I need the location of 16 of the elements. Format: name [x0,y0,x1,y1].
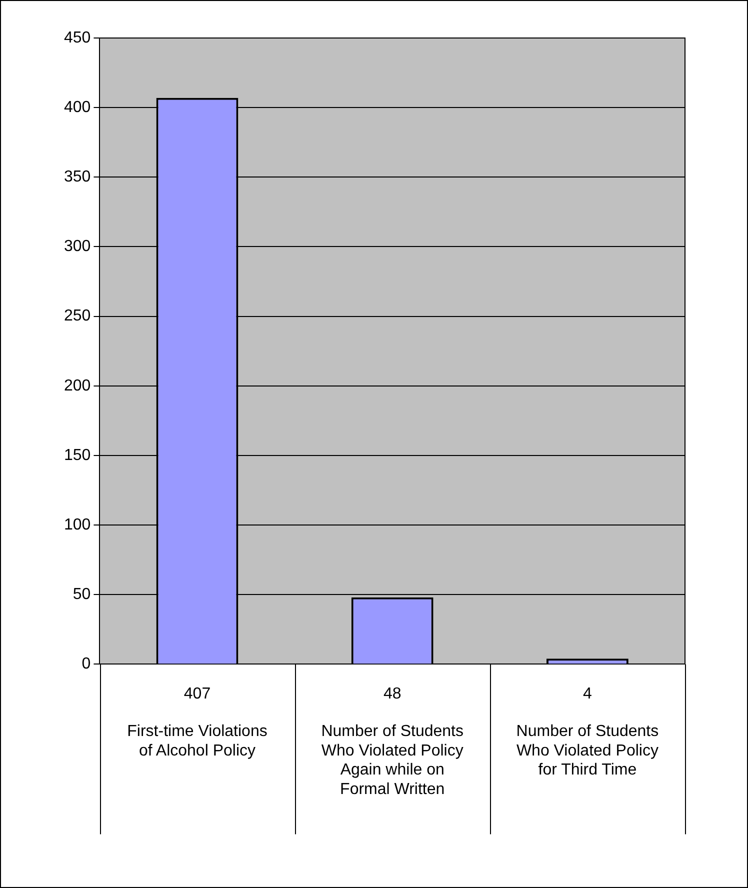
y-tick-label: 100 [64,516,91,534]
x-tick-label: Number of Students Who Violated Policy for Third Time [516,723,659,779]
x-tick-label: First-time Violations of Alcohol Policy [127,723,268,760]
y-tick-label: 250 [64,308,91,325]
y-tick-label: 350 [64,168,91,186]
data-label: 48 [383,686,402,703]
y-tick-label: 400 [64,98,91,116]
y-tick-label: 300 [64,238,91,256]
y-tick-label: 200 [64,377,91,394]
y-tick-label: 50 [72,586,91,604]
y-tick-label: 150 [64,446,91,464]
x-tick-label: Number of Students Who Violated Policy Again while on Formal Written [321,723,464,798]
data-label: 4 [582,686,592,703]
y-tick-label: 450 [64,29,91,46]
y-tick-label: 0 [82,656,91,673]
data-label: 407 [184,686,211,703]
